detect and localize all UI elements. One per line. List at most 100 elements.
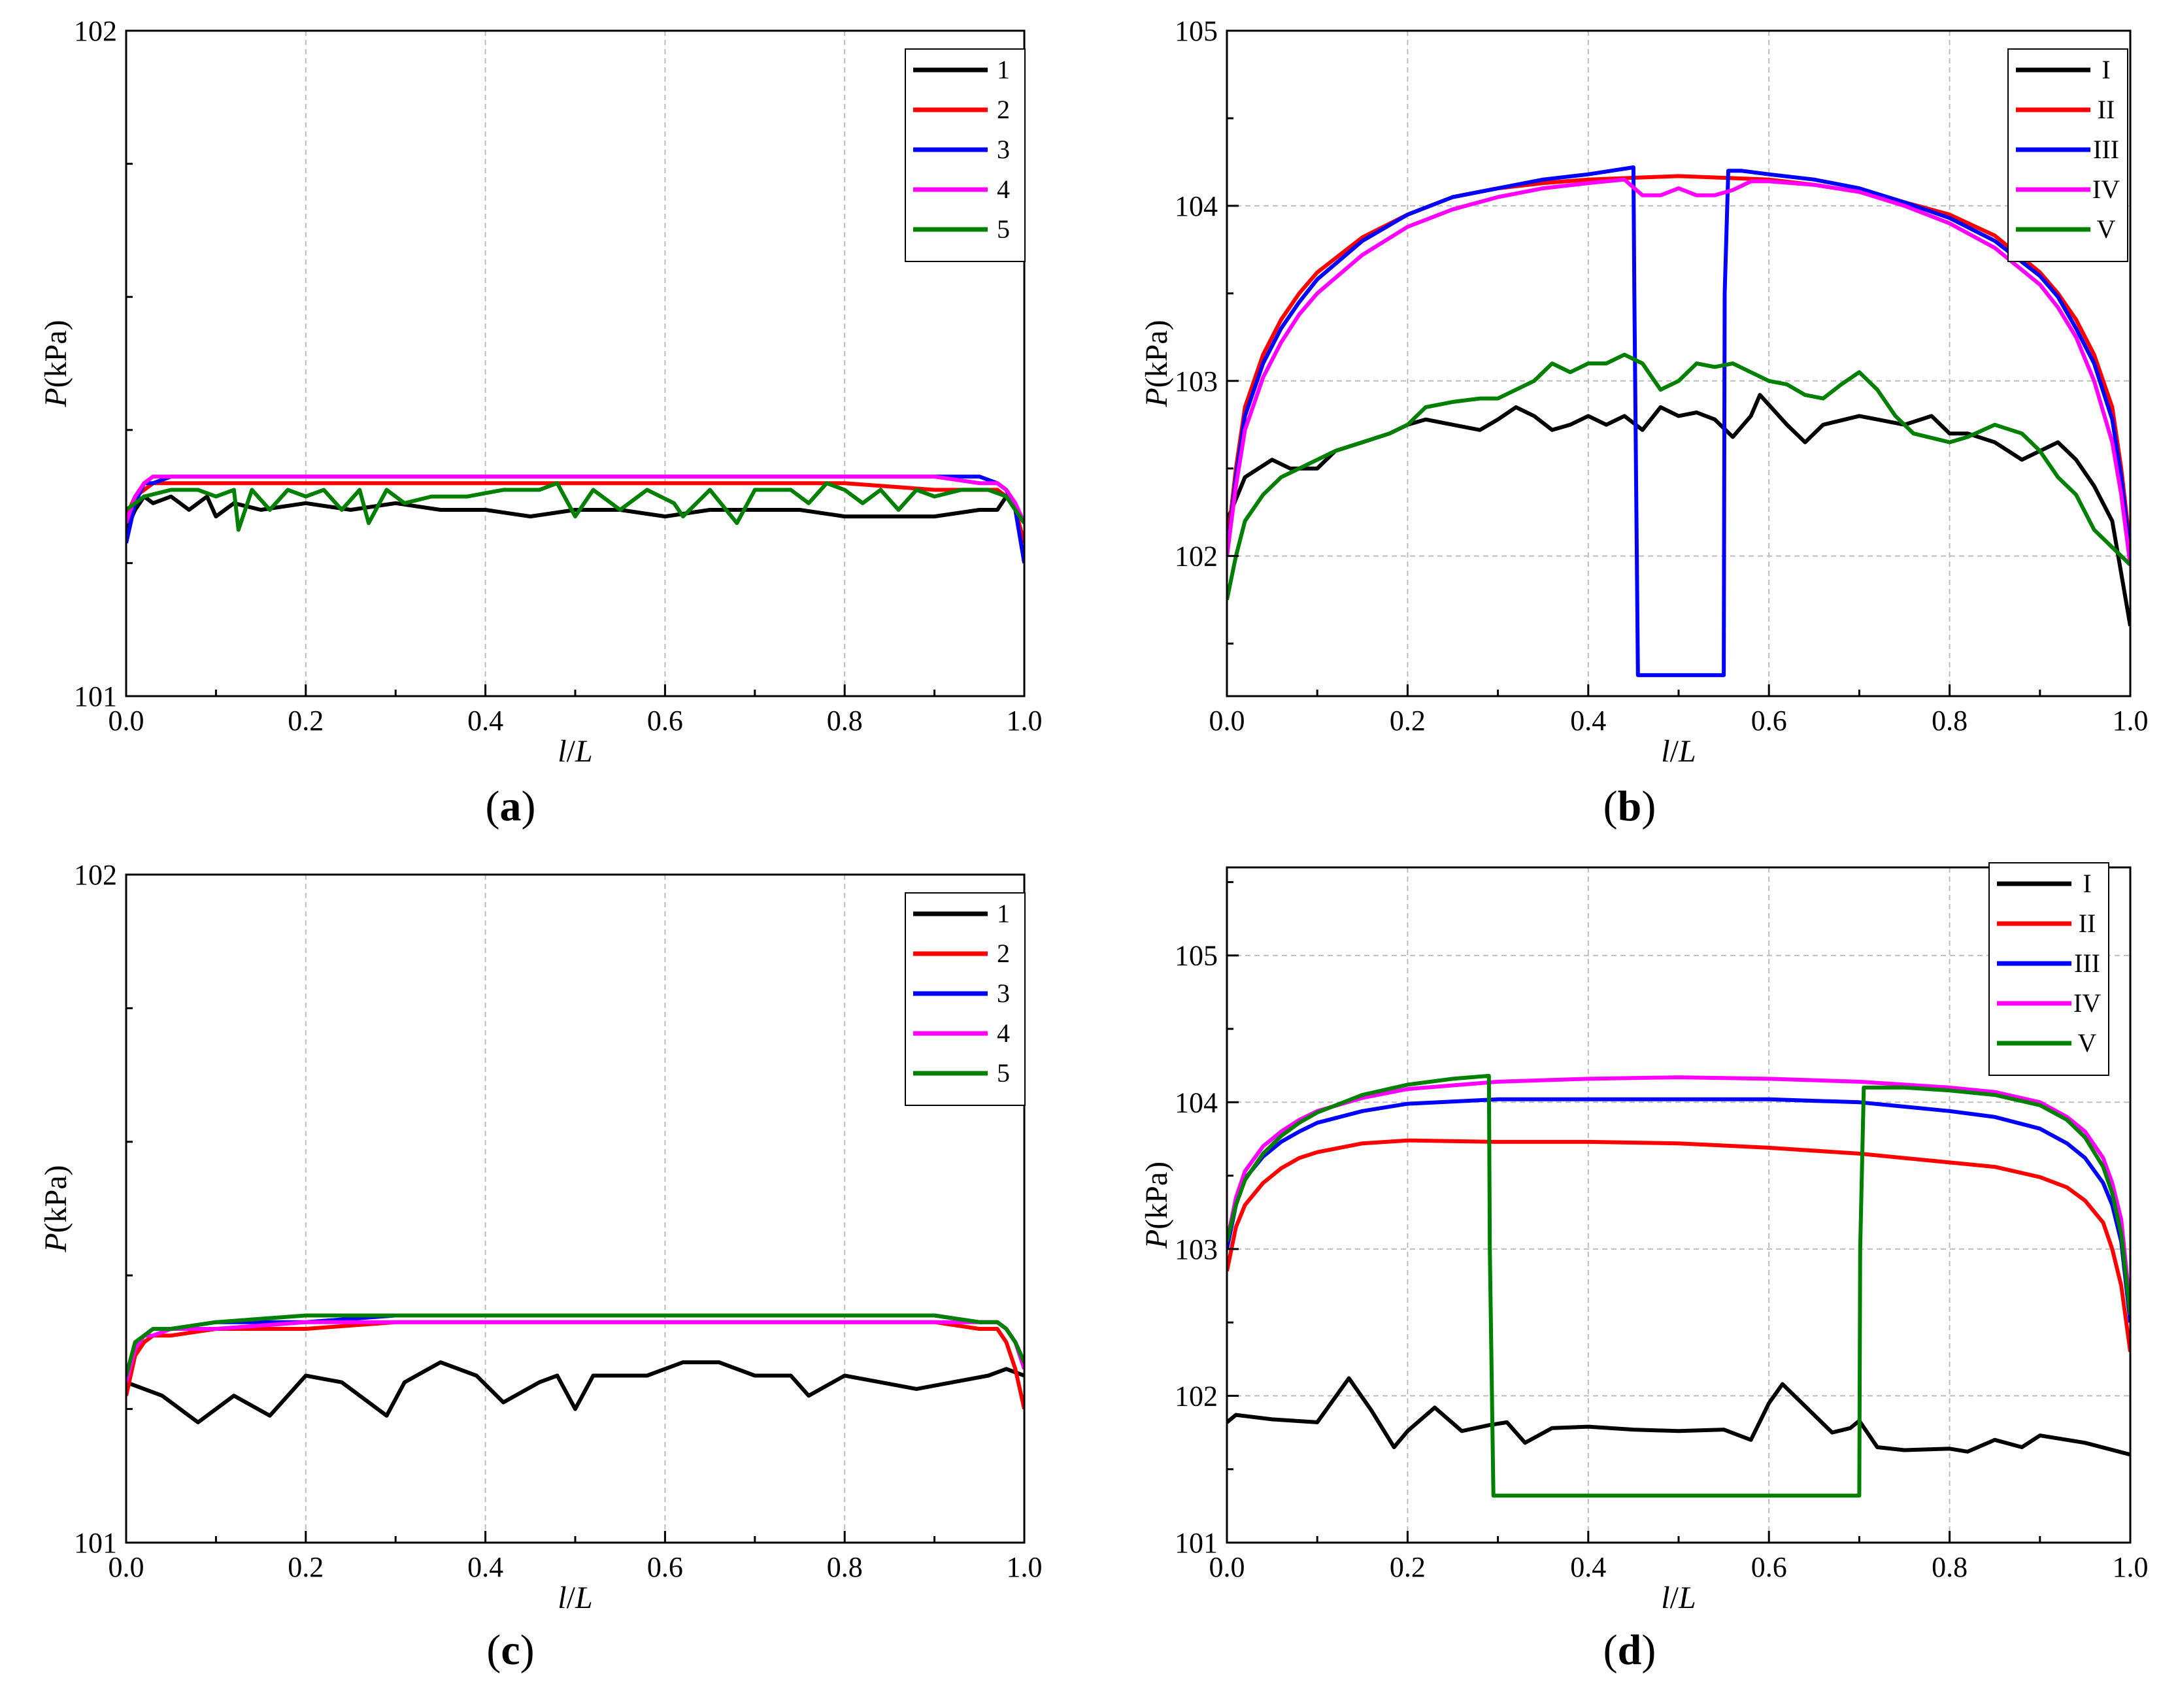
y-tick-label: 104 [1175,190,1218,222]
legend-label-5: 5 [997,1058,1010,1088]
legend-label-I: I [2102,55,2110,84]
y-tick-label: 101 [74,680,117,712]
x-tick-label: 0.6 [647,1551,683,1583]
series-line-5 [126,481,1024,532]
y-tick-label: 103 [1175,365,1218,397]
y-tick-label: 103 [1175,1233,1218,1265]
y-tick-label: 102 [1175,541,1218,573]
panel-caption: (a) [486,782,536,830]
legend-label-III: III [2093,135,2119,164]
legend-box [1988,862,2109,1076]
x-tick-label: 0.8 [827,1551,863,1583]
legend-label-3: 3 [997,979,1010,1008]
x-tick-label: 1.0 [2113,705,2149,737]
x-tick-label: 0.8 [1932,705,1968,737]
legend-label-1: 1 [997,55,1010,84]
x-tick-label: 1.0 [1007,705,1043,737]
series-line-1 [126,1360,1024,1424]
y-axis-label: P(kPa) [39,320,73,407]
x-tick-label: 0.6 [1751,1551,1787,1583]
x-tick-label: 0.8 [827,705,863,737]
legend-label-4: 4 [997,175,1010,204]
x-tick-label: 0.6 [1751,705,1787,737]
x-axis-label: l/L [1661,1581,1696,1615]
series-line-V [1227,1073,2130,1498]
legend-label-V: V [2078,1028,2097,1058]
x-tick-label: 0.4 [467,705,503,737]
legend-label-I: I [2083,869,2091,898]
legend-label-3: 3 [997,135,1010,164]
legend-label-V: V [2097,214,2116,244]
legend-label-1: 1 [997,899,1010,928]
x-tick-label: 0.4 [1570,1551,1606,1583]
x-tick-label: 0.0 [1209,705,1245,737]
legend-label-5: 5 [997,214,1010,244]
legend-label-IV: IV [2073,988,2101,1018]
plot-frame [125,873,1026,1544]
series-line-IV [1227,177,2130,565]
x-tick-label: 1.0 [1007,1551,1043,1583]
series-line-1 [126,494,1024,544]
series-line-I [1227,393,2130,627]
x-tick-label: 0.0 [1209,1551,1245,1583]
series-line-2 [126,1320,1024,1410]
x-axis-label: l/L [1661,734,1696,769]
series-line-II [1227,174,2130,548]
x-axis-label: l/L [558,734,592,769]
legend-label-2: 2 [997,95,1010,124]
x-tick-label: 0.4 [1570,705,1606,737]
y-tick-label: 104 [1175,1086,1218,1118]
y-tick-label: 102 [74,15,117,47]
series-line-III [1227,165,2130,677]
chart-panel-a: 0.0 0.2 0.4 0.6 0.8 1.0 101 102 P(kPa) l/L 1 2 3 4 5 (a… [39,15,1043,830]
x-tick-label: 0.8 [1932,1551,1968,1583]
plot-frame [1226,29,2132,697]
legend: 1 2 3 4 5 [905,892,1026,1106]
series-line-IV [1227,1075,2130,1309]
x-tick-label: 0.4 [467,1551,503,1583]
legend-label-III: III [2074,948,2100,978]
series-line-I [1227,1376,2130,1457]
series-line-III [1227,1097,2130,1323]
series-line-V [1227,352,2130,601]
x-tick-label: 0.2 [1390,1551,1426,1583]
x-tick-label: 0.2 [1390,705,1426,737]
series-line-II [1227,1138,2130,1352]
series-line-4 [126,1320,1024,1383]
y-axis-label: P(kPa) [1139,320,1174,407]
x-tick-label: 0.2 [288,1551,324,1583]
legend: 1 2 3 4 5 [905,48,1026,262]
series-line-3 [126,475,1024,563]
series-line-4 [126,475,1024,524]
panel-caption: (d) [1603,1626,1656,1674]
y-tick-label: 105 [1175,940,1218,972]
y-axis-label: P(kPa) [1139,1162,1174,1249]
x-tick-label: 0.0 [109,1551,144,1583]
legend-box [905,892,1026,1106]
legend-label-II: II [2079,909,2096,938]
legend-box [2007,48,2128,262]
chart-panel-d: 0.0 0.2 0.4 0.6 0.8 1.0 101 102 103 104 105 P(kPa) l… [1139,862,2149,1674]
panel-caption: (c) [486,1626,534,1674]
legend-box [905,48,1026,262]
plot-frame [125,29,1026,697]
legend-label-II: II [2098,95,2115,124]
x-axis-label: l/L [558,1581,592,1615]
series-line-5 [126,1313,1024,1377]
x-tick-label: 1.0 [2113,1551,2149,1583]
legend-label-IV: IV [2092,175,2120,204]
y-tick-label: 105 [1175,15,1218,47]
legend-label-4: 4 [997,1018,1010,1048]
y-tick-label: 102 [1175,1380,1218,1412]
x-tick-label: 0.6 [647,705,683,737]
legend-label-2: 2 [997,939,1010,968]
x-tick-label: 0.2 [288,705,324,737]
y-tick-label: 102 [74,859,117,891]
chart-panel-c: 0.0 0.2 0.4 0.6 0.8 1.0 101 102 P(kPa) l/L 1 2 3 4 5 (c… [39,859,1043,1674]
y-axis-label: P(kPa) [39,1165,73,1252]
x-tick-label: 0.0 [109,705,144,737]
panel-caption: (b) [1603,782,1656,830]
